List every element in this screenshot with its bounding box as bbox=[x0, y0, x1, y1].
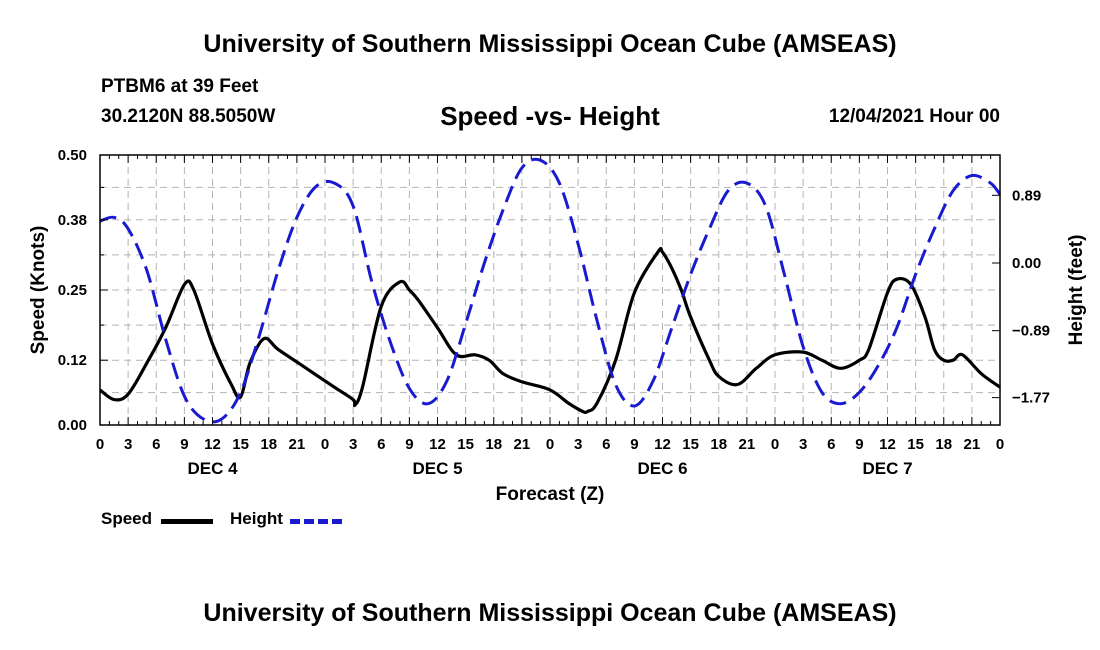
x-tick-label: 0 bbox=[771, 436, 779, 453]
x-tick-label: 21 bbox=[739, 436, 756, 453]
x-tick-label: 21 bbox=[289, 436, 306, 453]
x-tick-label: 12 bbox=[654, 436, 671, 453]
footer-title: University of Southern Mississippi Ocean… bbox=[203, 599, 897, 627]
x-tick-label: 12 bbox=[429, 436, 446, 453]
x-tick-label: 6 bbox=[602, 436, 610, 453]
y2-tick-label: −1.77 bbox=[1012, 390, 1050, 407]
x-tick-label: 21 bbox=[964, 436, 981, 453]
x-tick-label: 18 bbox=[935, 436, 952, 453]
series-layer bbox=[99, 157, 1002, 424]
x-tick-label: 6 bbox=[152, 436, 160, 453]
legend-speed-swatch bbox=[161, 519, 213, 524]
y-tick-label: 0.25 bbox=[58, 282, 87, 299]
x-tick-label: 6 bbox=[827, 436, 835, 453]
legend-speed-label: Speed bbox=[101, 509, 153, 528]
series-line-speed bbox=[99, 246, 1001, 415]
y2-tick-label: −0.89 bbox=[1012, 323, 1050, 340]
station-label: PTBM6 at 39 Feet bbox=[101, 76, 259, 97]
x-tick-label: 3 bbox=[349, 436, 357, 453]
series-line-height bbox=[99, 157, 1002, 424]
x-tick-label: 0 bbox=[996, 436, 1004, 453]
x-tick-label: 12 bbox=[204, 436, 221, 453]
x-tick-label: 15 bbox=[682, 436, 699, 453]
station-coordinates: 30.2120N 88.5050W bbox=[101, 106, 276, 127]
y-axis-label: Speed (Knots) bbox=[28, 226, 49, 355]
legend-height-swatch bbox=[290, 519, 342, 524]
x-tick-label: 21 bbox=[514, 436, 531, 453]
x-tick-label: 0 bbox=[96, 436, 104, 453]
y2-tick-label: 0.00 bbox=[1012, 255, 1041, 272]
x-tick-label: 9 bbox=[855, 436, 863, 453]
x-axis-label: Forecast (Z) bbox=[496, 484, 605, 505]
chart-main-title: University of Southern Mississippi Ocean… bbox=[203, 30, 897, 58]
x-tick-label: 3 bbox=[799, 436, 807, 453]
x-tick-label: 18 bbox=[485, 436, 502, 453]
x-tick-label: 12 bbox=[879, 436, 896, 453]
y-tick-label: 0.12 bbox=[58, 352, 87, 369]
x-tick-label: 9 bbox=[405, 436, 413, 453]
x-tick-label: 18 bbox=[710, 436, 727, 453]
chart-subtitle: Speed -vs- Height bbox=[440, 101, 660, 131]
y-tick-label: 0.38 bbox=[58, 212, 87, 229]
day-label: DEC 6 bbox=[637, 459, 687, 478]
x-tick-label: 3 bbox=[124, 436, 132, 453]
x-tick-label: 9 bbox=[630, 436, 638, 453]
grid-layer bbox=[100, 155, 1000, 425]
x-tick-label: 15 bbox=[457, 436, 474, 453]
y2-axis-label: Height (feet) bbox=[1066, 235, 1087, 346]
y-tick-label: 0.50 bbox=[58, 147, 87, 164]
y-tick-label: 0.00 bbox=[58, 417, 87, 434]
y2-tick-label: 0.89 bbox=[1012, 187, 1041, 204]
day-label: DEC 4 bbox=[187, 459, 238, 478]
forecast-datetime: 12/04/2021 Hour 00 bbox=[828, 106, 1000, 127]
x-tick-label: 18 bbox=[260, 436, 277, 453]
legend-height-label: Height bbox=[230, 509, 283, 528]
x-tick-label: 15 bbox=[232, 436, 249, 453]
tick-layer bbox=[99, 154, 1001, 426]
day-label: DEC 7 bbox=[862, 459, 912, 478]
x-tick-label: 0 bbox=[321, 436, 329, 453]
x-tick-label: 15 bbox=[907, 436, 924, 453]
day-label: DEC 5 bbox=[412, 459, 462, 478]
x-tick-label: 0 bbox=[546, 436, 554, 453]
label-layer: 0 3 6 9 12 15 18 21 0 3 6 9 12 15 18 21 0 3 6 9 12 15 18 21 0 3 6 9… bbox=[58, 147, 1050, 478]
x-tick-label: 9 bbox=[180, 436, 188, 453]
x-tick-label: 6 bbox=[377, 436, 385, 453]
x-tick-label: 3 bbox=[574, 436, 582, 453]
